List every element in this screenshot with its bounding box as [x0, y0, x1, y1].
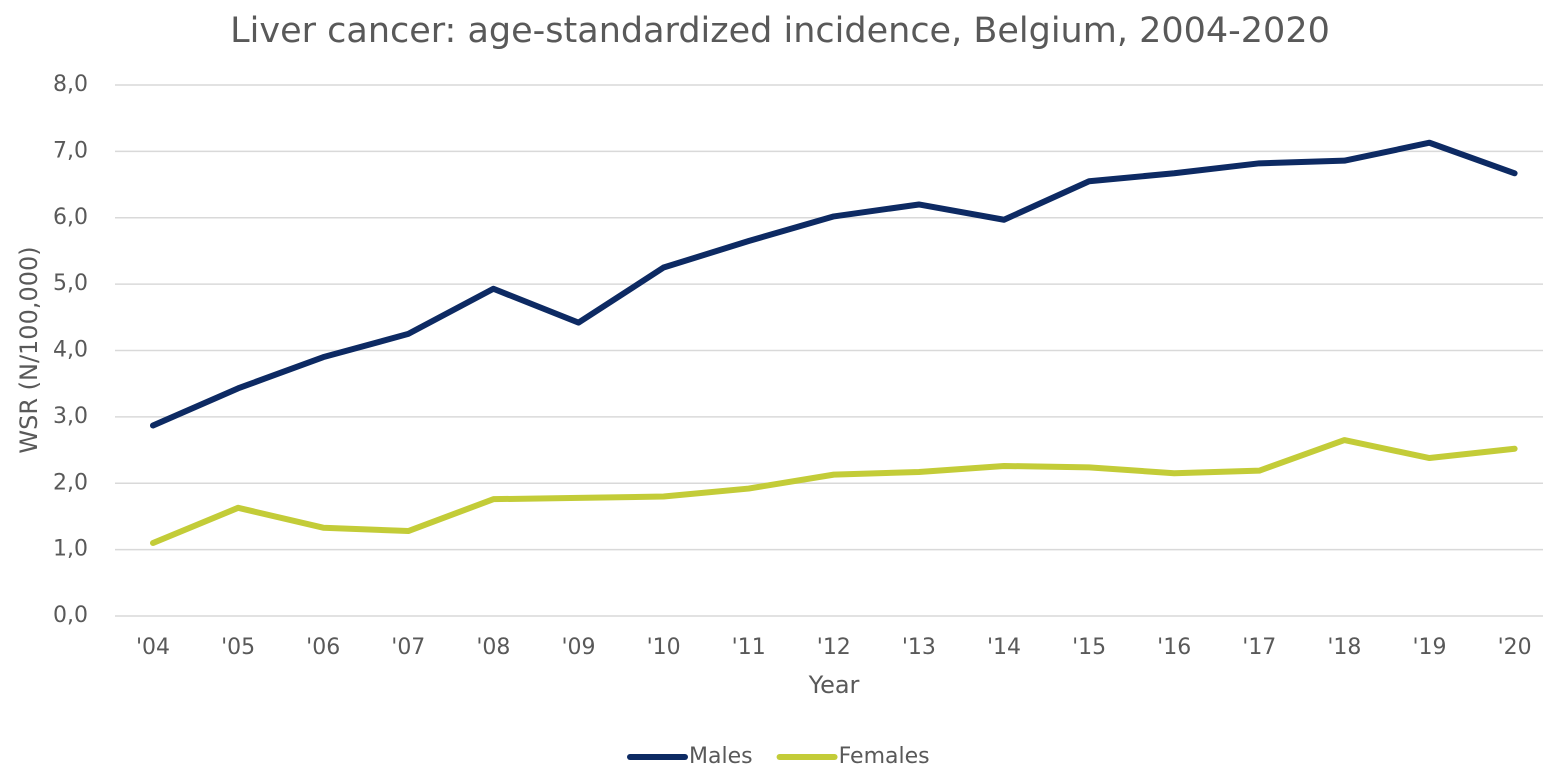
x-tick-label: '13 [902, 635, 936, 660]
x-tick-label: '04 [136, 635, 170, 660]
x-tick-label: '19 [1412, 635, 1446, 660]
x-tick-label: '08 [476, 635, 510, 660]
x-tick-label: '06 [306, 635, 340, 660]
x-axis-label: Year [808, 671, 860, 699]
x-tick-label: '07 [391, 635, 425, 660]
x-tick-label: '14 [987, 635, 1021, 660]
chart: Liver cancer: age-standardized incidence… [0, 0, 1543, 768]
x-tick-label: '20 [1498, 635, 1532, 660]
chart-title: Liver cancer: age-standardized incidence… [230, 11, 1330, 51]
legend-label: Females [839, 744, 930, 768]
x-tick-label: '18 [1327, 635, 1361, 660]
y-tick-label: 3,0 [53, 404, 88, 429]
y-tick-label: 8,0 [53, 72, 88, 97]
x-tick-label: '12 [817, 635, 851, 660]
y-tick-label: 2,0 [53, 470, 88, 495]
x-tick-label: '15 [1072, 635, 1106, 660]
x-tick-label: '09 [561, 635, 595, 660]
x-tick-label: '10 [647, 635, 681, 660]
x-tick-label: '11 [732, 635, 766, 660]
y-axis-label: WSR (N/100,000) [15, 246, 43, 453]
line-series [153, 440, 1515, 543]
x-tick-label: '17 [1242, 635, 1276, 660]
y-tick-label: 1,0 [53, 537, 88, 562]
y-tick-label: 4,0 [53, 338, 88, 363]
legend: Males Females [630, 744, 930, 768]
y-tick-label: 7,0 [53, 138, 88, 163]
x-tick-label: '16 [1157, 635, 1191, 660]
legend-label: Males [689, 744, 753, 768]
y-tick-label: 0,0 [53, 603, 88, 628]
y-tick-label: 6,0 [53, 205, 88, 230]
x-tick-label: '05 [221, 635, 255, 660]
y-tick-label: 5,0 [53, 271, 88, 296]
